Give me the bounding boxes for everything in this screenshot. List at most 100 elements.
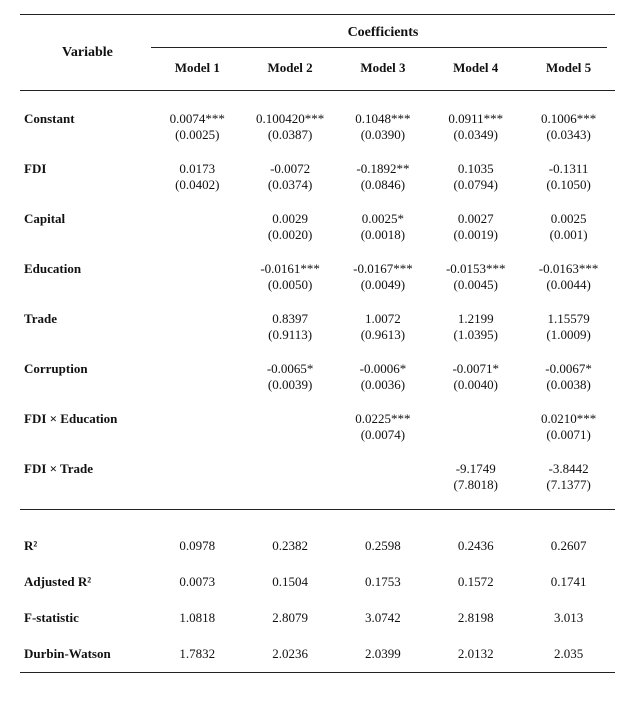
cell-estimate: 0.0025* xyxy=(337,201,430,227)
stat-value: 0.0073 xyxy=(151,564,244,600)
stat-value: 3.0742 xyxy=(337,600,430,636)
stat-value: 0.0978 xyxy=(151,528,244,564)
cell-std-error: (0.0349) xyxy=(429,127,522,151)
regression-table-page: Variable Coefficients Model 1 Model 2 Mo… xyxy=(0,0,635,695)
header-model-3: Model 3 xyxy=(337,50,430,91)
cell-estimate: 0.0173 xyxy=(151,151,244,177)
cell-estimate: -0.0153*** xyxy=(429,251,522,277)
cell-estimate: -0.1311 xyxy=(522,151,615,177)
cell-estimate: 0.0911*** xyxy=(429,101,522,127)
cell-estimate xyxy=(151,351,244,377)
cell-estimate xyxy=(244,401,337,427)
cell-std-error: (0.0040) xyxy=(429,377,522,401)
cell-std-error xyxy=(151,327,244,351)
header-variable: Variable xyxy=(20,15,151,91)
cell-std-error: (0.0036) xyxy=(337,377,430,401)
stat-label: R² xyxy=(20,528,151,564)
row-label: Capital xyxy=(20,201,151,227)
cell-std-error: (0.0390) xyxy=(337,127,430,151)
cell-std-error: (0.0402) xyxy=(151,177,244,201)
stat-value: 2.8079 xyxy=(244,600,337,636)
row-label-spacer xyxy=(20,277,151,301)
cell-estimate xyxy=(151,301,244,327)
row-label: FDI xyxy=(20,151,151,177)
table-body-coefficients: Constant0.0074***0.100420***0.1048***0.0… xyxy=(20,91,615,510)
cell-estimate: -0.0067* xyxy=(522,351,615,377)
cell-std-error: (0.0018) xyxy=(337,227,430,251)
cell-estimate: 0.0225*** xyxy=(337,401,430,427)
cell-std-error: (0.0374) xyxy=(244,177,337,201)
cell-std-error: (0.0039) xyxy=(244,377,337,401)
row-label: FDI × Education xyxy=(20,401,151,427)
stat-value: 0.1504 xyxy=(244,564,337,600)
cell-std-error: (0.0074) xyxy=(337,427,430,451)
stat-value: 1.0818 xyxy=(151,600,244,636)
cell-estimate: -0.0163*** xyxy=(522,251,615,277)
cell-estimate xyxy=(151,401,244,427)
cell-std-error: (1.0395) xyxy=(429,327,522,351)
cell-std-error xyxy=(151,227,244,251)
header-model-2: Model 2 xyxy=(244,50,337,91)
cell-estimate: 0.8397 xyxy=(244,301,337,327)
cell-estimate: -0.0071* xyxy=(429,351,522,377)
regression-table: Variable Coefficients Model 1 Model 2 Mo… xyxy=(20,14,615,673)
stat-label: Durbin-Watson xyxy=(20,636,151,673)
row-label-spacer xyxy=(20,127,151,151)
cell-estimate: 1.0072 xyxy=(337,301,430,327)
cell-estimate: 0.0027 xyxy=(429,201,522,227)
row-label: Trade xyxy=(20,301,151,327)
cell-std-error: (0.1050) xyxy=(522,177,615,201)
cell-estimate: -0.0065* xyxy=(244,351,337,377)
cell-std-error: (0.0025) xyxy=(151,127,244,151)
table-body-stats: R²0.09780.23820.25980.24360.2607Adjusted… xyxy=(20,510,615,673)
cell-estimate: 0.1035 xyxy=(429,151,522,177)
row-label: Education xyxy=(20,251,151,277)
row-label-spacer xyxy=(20,427,151,451)
cell-std-error: (1.0009) xyxy=(522,327,615,351)
cell-estimate xyxy=(151,451,244,477)
cell-estimate xyxy=(337,451,430,477)
stat-label: Adjusted R² xyxy=(20,564,151,600)
cell-estimate: -0.0072 xyxy=(244,151,337,177)
row-label: Corruption xyxy=(20,351,151,377)
cell-std-error xyxy=(337,477,430,501)
cell-std-error: (0.0020) xyxy=(244,227,337,251)
cell-std-error: (0.0044) xyxy=(522,277,615,301)
cell-std-error xyxy=(244,477,337,501)
cell-estimate: -3.8442 xyxy=(522,451,615,477)
cell-std-error: (0.0045) xyxy=(429,277,522,301)
cell-std-error: (0.0387) xyxy=(244,127,337,151)
cell-estimate: 0.1048*** xyxy=(337,101,430,127)
cell-std-error xyxy=(244,427,337,451)
cell-estimate: 1.15579 xyxy=(522,301,615,327)
cell-std-error: (0.0019) xyxy=(429,227,522,251)
cell-estimate: -0.0006* xyxy=(337,351,430,377)
header-model-4: Model 4 xyxy=(429,50,522,91)
cell-estimate xyxy=(429,401,522,427)
header-model-1: Model 1 xyxy=(151,50,244,91)
cell-std-error: (0.9613) xyxy=(337,327,430,351)
row-label-spacer xyxy=(20,227,151,251)
cell-std-error: (0.0846) xyxy=(337,177,430,201)
cell-std-error: (0.0049) xyxy=(337,277,430,301)
cell-estimate: -0.0161*** xyxy=(244,251,337,277)
stat-value: 0.2598 xyxy=(337,528,430,564)
cell-std-error: (7.8018) xyxy=(429,477,522,501)
stat-value: 2.0399 xyxy=(337,636,430,673)
cell-estimate xyxy=(151,201,244,227)
row-label-spacer xyxy=(20,377,151,401)
cell-std-error: (0.9113) xyxy=(244,327,337,351)
stat-value: 1.7832 xyxy=(151,636,244,673)
cell-estimate: -9.1749 xyxy=(429,451,522,477)
cell-estimate xyxy=(151,251,244,277)
stat-value: 2.0236 xyxy=(244,636,337,673)
cell-estimate: 0.0025 xyxy=(522,201,615,227)
cell-std-error: (0.0343) xyxy=(522,127,615,151)
cell-std-error xyxy=(151,477,244,501)
cell-std-error: (0.0794) xyxy=(429,177,522,201)
cell-estimate: 0.0074*** xyxy=(151,101,244,127)
cell-std-error: (0.0050) xyxy=(244,277,337,301)
stat-value: 0.1753 xyxy=(337,564,430,600)
stat-value: 2.8198 xyxy=(429,600,522,636)
row-label: Constant xyxy=(20,101,151,127)
